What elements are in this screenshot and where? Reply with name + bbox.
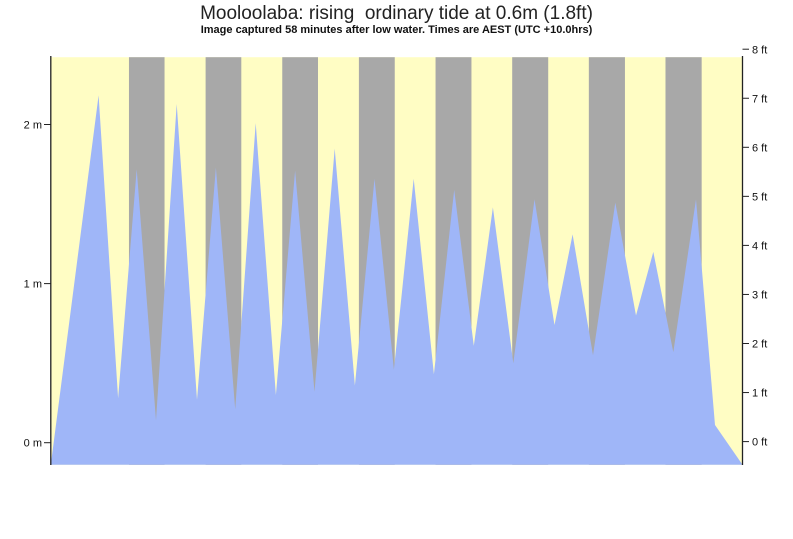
svg-text:1 m: 1 m	[24, 279, 42, 291]
svg-text:4 ft: 4 ft	[752, 241, 767, 253]
svg-text:0 m: 0 m	[24, 438, 42, 450]
svg-text:5 ft: 5 ft	[752, 192, 767, 204]
svg-text:8 ft: 8 ft	[752, 45, 767, 57]
svg-text:2 ft: 2 ft	[752, 339, 767, 351]
svg-text:0 ft: 0 ft	[752, 437, 767, 449]
svg-text:1 ft: 1 ft	[752, 388, 767, 400]
svg-text:7 ft: 7 ft	[752, 94, 767, 106]
svg-text:3 ft: 3 ft	[752, 290, 767, 302]
svg-text:2 m: 2 m	[24, 120, 42, 132]
svg-text:6 ft: 6 ft	[752, 143, 767, 155]
